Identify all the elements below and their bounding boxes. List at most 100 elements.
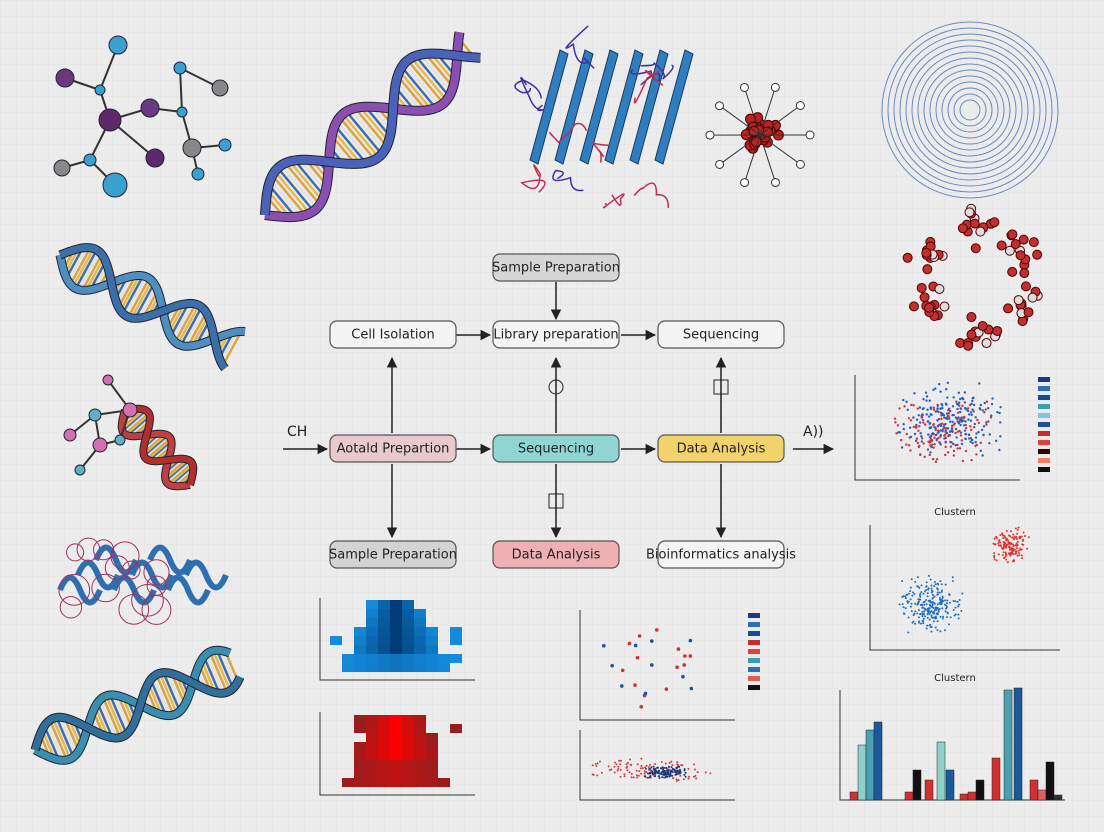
base-pair	[205, 653, 225, 694]
dot	[938, 441, 941, 444]
dot	[921, 414, 924, 417]
dot	[916, 441, 920, 445]
node-box	[492, 253, 620, 282]
base-pair	[143, 434, 170, 458]
dot	[893, 417, 897, 420]
node-label: Sample Preparation	[492, 261, 620, 276]
dot	[955, 402, 959, 406]
coil	[552, 169, 584, 192]
base-pair	[219, 650, 237, 686]
dot	[963, 391, 967, 394]
dot	[674, 771, 677, 774]
base-pair	[143, 434, 168, 456]
coil	[91, 573, 120, 603]
dot	[670, 760, 673, 763]
dot	[956, 447, 959, 450]
dot	[947, 412, 951, 415]
dot	[926, 408, 929, 411]
base-pair	[349, 108, 386, 152]
heat-cell	[426, 778, 438, 787]
dot	[971, 399, 974, 403]
bar	[912, 769, 922, 801]
chart-axes	[854, 375, 1020, 481]
base-pair	[186, 311, 208, 347]
dot	[898, 431, 902, 434]
dot	[918, 406, 922, 409]
atom	[964, 207, 975, 218]
dot	[979, 403, 983, 407]
icon	[548, 493, 564, 509]
dot	[959, 410, 962, 414]
bond	[179, 67, 183, 113]
dot	[956, 430, 960, 433]
heat-cell	[378, 733, 390, 742]
atom	[770, 178, 780, 188]
dot	[608, 768, 611, 771]
dot	[922, 622, 925, 625]
dot	[932, 601, 935, 604]
dot	[985, 423, 988, 426]
dot	[999, 405, 1002, 409]
dot	[996, 410, 999, 414]
ring	[959, 99, 981, 121]
dot	[928, 435, 932, 439]
dot	[1005, 529, 1008, 532]
dot	[952, 396, 955, 399]
base-pair	[414, 55, 451, 98]
dot	[628, 771, 631, 774]
dot	[934, 433, 938, 437]
dot	[1012, 545, 1015, 548]
ring	[893, 33, 1047, 187]
dot	[985, 421, 988, 424]
node-label: Data Analysis	[512, 548, 601, 563]
heat-cell	[354, 769, 366, 778]
dot	[957, 391, 961, 394]
dot	[925, 581, 928, 584]
atom	[1003, 303, 1014, 314]
atom	[739, 82, 749, 92]
dot	[675, 665, 679, 670]
dot	[1015, 537, 1018, 540]
dot	[630, 763, 633, 766]
heat-cell	[366, 760, 378, 769]
dot	[904, 595, 907, 598]
base-pair	[166, 461, 193, 484]
base-pair	[400, 66, 437, 109]
dot	[914, 610, 917, 613]
dot	[914, 622, 917, 625]
dot	[928, 453, 932, 457]
heat-cell	[402, 742, 414, 751]
bond	[759, 134, 776, 183]
dot	[913, 612, 916, 615]
dot	[654, 628, 659, 632]
dot	[940, 402, 943, 406]
dot	[654, 772, 657, 775]
node-box	[492, 434, 620, 463]
dot	[643, 770, 646, 773]
base-pair	[288, 160, 324, 202]
dot	[640, 757, 643, 760]
flow-node: Bioinformatics analysis	[646, 540, 796, 569]
dot	[936, 591, 939, 594]
dot	[681, 764, 684, 767]
dot	[933, 595, 936, 598]
dot	[993, 537, 996, 540]
dot	[610, 663, 614, 668]
dot	[683, 773, 686, 776]
atom	[981, 338, 992, 349]
dot	[607, 765, 610, 768]
dot	[919, 453, 922, 457]
dot	[949, 445, 953, 448]
dot	[623, 773, 626, 776]
dot	[665, 766, 668, 769]
base-pair	[166, 672, 184, 709]
dot	[928, 618, 931, 621]
ribbon	[654, 49, 694, 165]
base-pair	[67, 246, 88, 283]
dot	[949, 440, 952, 444]
dot	[942, 615, 945, 618]
dot	[999, 534, 1002, 537]
dot	[1009, 548, 1012, 551]
dot	[931, 457, 935, 461]
coil	[118, 594, 150, 625]
